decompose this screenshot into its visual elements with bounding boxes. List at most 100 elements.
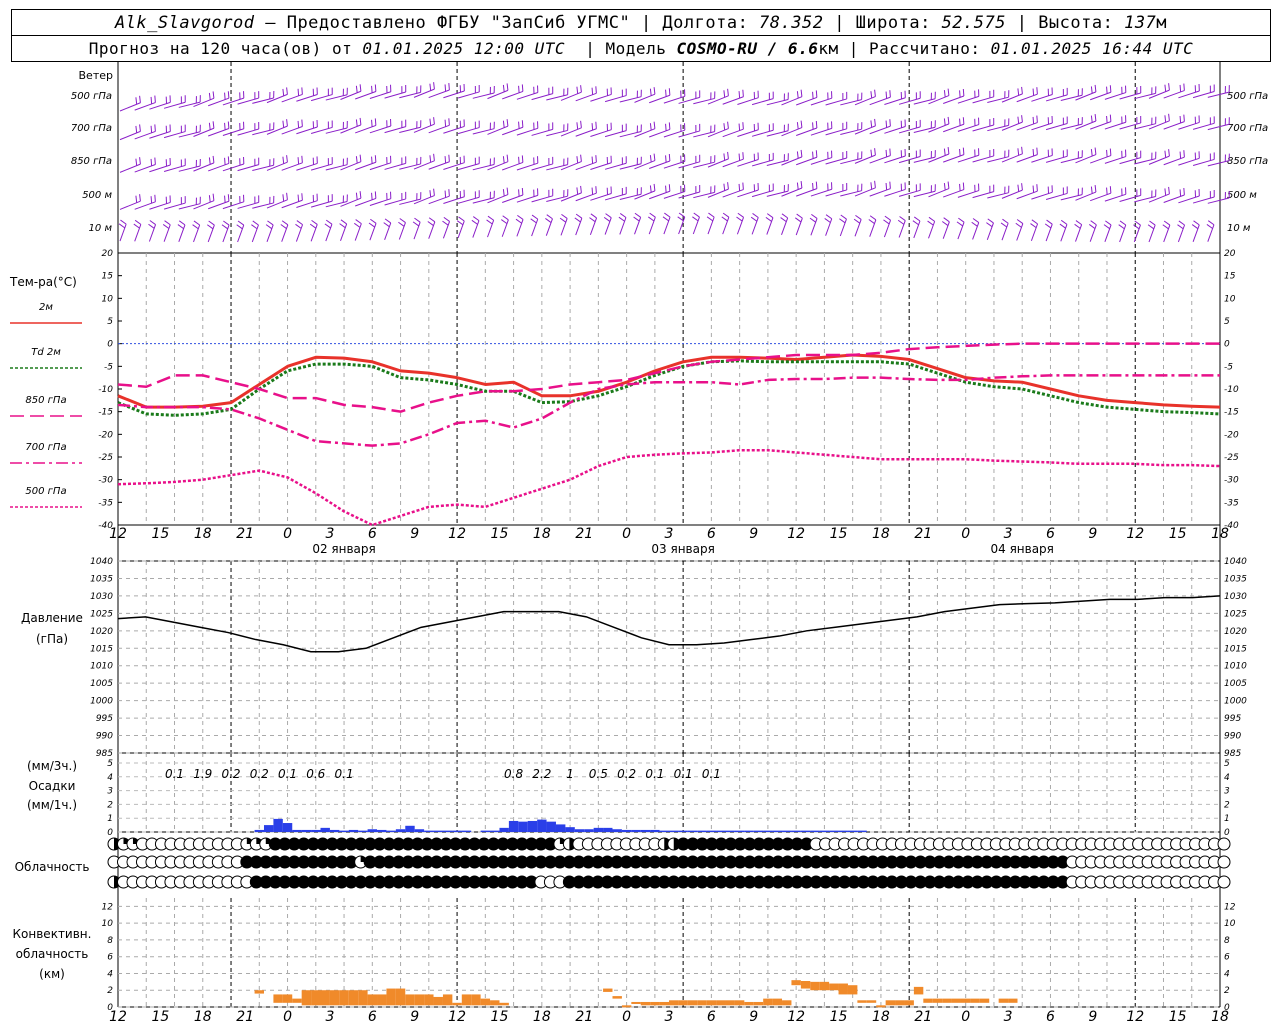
wind-barb-feather (780, 217, 787, 223)
hour-label: 18 (1211, 526, 1229, 542)
wind-barb-feather (295, 223, 302, 229)
temp-series-line (117, 342, 1220, 413)
wind-barb (516, 219, 524, 237)
wind-barb-feather (885, 120, 888, 128)
wind-barb-feather (1059, 223, 1066, 229)
precip-bar (687, 830, 698, 832)
wind-level-label: 850 гПа (71, 156, 112, 167)
precip-3h-label: 0.6 (306, 767, 325, 781)
wind-level-label: 10 м (89, 223, 113, 234)
cloud-symbol (240, 837, 254, 851)
wind-barb-feather (1183, 83, 1185, 91)
wind-barb-feather (947, 116, 950, 124)
precip-bar (791, 830, 801, 832)
wind-barb-feather (371, 156, 373, 164)
wind-barb (472, 220, 480, 238)
wind-barb-feather (653, 183, 656, 191)
wind-barb-feather (135, 158, 138, 166)
conv-bar (687, 1000, 698, 1006)
precip-bar (725, 830, 735, 832)
temp-tick-right: -40 (1224, 521, 1239, 531)
conv-tick: 2 (107, 986, 113, 996)
precip-bar (584, 829, 594, 832)
pressure-tick: 985 (96, 749, 113, 759)
precip-bar (518, 821, 528, 832)
wind-barb-feather (1031, 219, 1038, 225)
conv-bar (311, 990, 321, 1006)
wind-barb-feather (374, 191, 377, 199)
wind-barb-feather (649, 88, 652, 96)
wind-barb-feather (282, 194, 285, 202)
wind-barb-feather (1168, 83, 1170, 91)
precip-bar (565, 827, 575, 832)
wind-barb-feather (795, 217, 802, 223)
wind-barb (1089, 224, 1097, 242)
wind-barb-feather (1074, 223, 1081, 229)
pressure-tick-right: 995 (1224, 714, 1241, 724)
wind-barb-feather (972, 218, 980, 223)
precip-3h-label: 1 (566, 767, 574, 781)
wind-barb-feather (442, 220, 449, 226)
hour-label: 9 (1088, 1009, 1097, 1024)
wind-barb-feather (889, 90, 891, 98)
conv-bar (866, 1000, 877, 1003)
wind-barb-feather (433, 117, 435, 125)
wind-level-label: 500 м (82, 190, 112, 201)
wind-barb (487, 220, 495, 238)
wind-barb-feather (135, 97, 138, 105)
precip-bar (273, 818, 283, 832)
conv-bar (386, 988, 396, 1006)
hour-label: 3 (665, 526, 674, 542)
hour-label: 21 (914, 526, 932, 542)
temp-series-line (117, 448, 1221, 527)
conv-bar (358, 990, 368, 1006)
precip-bar (452, 830, 462, 832)
conv-tick-right: 0 (1224, 1003, 1230, 1013)
wind-barb (310, 224, 318, 242)
wind-barb (148, 224, 157, 242)
wind-barb-feather (677, 216, 684, 222)
precip-bar (772, 830, 783, 832)
wind-barb-feather (742, 89, 744, 97)
conv-bar (461, 994, 472, 1006)
wind-barb (119, 223, 127, 242)
wind-barb-feather (765, 216, 772, 222)
hour-label: 9 (410, 526, 419, 542)
wind-barb-feather (286, 192, 288, 200)
wind-barb-feather (428, 217, 436, 223)
wind-barb (1016, 190, 1038, 200)
wind-barb-feather (649, 155, 652, 163)
station-name: Alk_Slavgorod (114, 12, 255, 33)
precip-bar (320, 827, 330, 832)
conv-bar (377, 994, 387, 1006)
wind-barb-feather (208, 157, 211, 165)
wind-barb-feather (148, 223, 155, 229)
wind-barb-feather (223, 220, 230, 226)
wind-barb-feather (815, 150, 818, 158)
hour-label: 0 (961, 1009, 970, 1024)
wind-barb-feather (252, 220, 259, 226)
wind-barb (707, 216, 715, 235)
conv-bar (904, 1000, 914, 1006)
wind-barb-feather (1017, 116, 1020, 124)
wind-barb-feather (193, 220, 200, 226)
wind-barb-feather (1094, 185, 1097, 193)
temp-tick: 10 (102, 294, 114, 304)
forecast-prefix: Прогноз на 120 часа(ов) от (88, 39, 363, 58)
wind-barb-feather (325, 219, 333, 225)
wind-barb-feather (227, 91, 230, 99)
conv-bar (499, 1002, 509, 1006)
wind-barb (560, 218, 568, 236)
wind-barb (1016, 223, 1024, 241)
wind-barb-feather (1206, 224, 1213, 229)
wind-barb (237, 224, 245, 243)
wind-barb-feather (221, 224, 228, 230)
wind-barb (678, 216, 686, 235)
wind-barb-row (119, 82, 1230, 112)
wind-barb-feather (368, 222, 375, 228)
wind-barb-feather (605, 213, 612, 219)
wind-barb-feather (943, 217, 950, 223)
precip-title: Осадки (29, 779, 76, 793)
model-unit: км (818, 39, 839, 58)
wind-barb-feather (1109, 114, 1112, 122)
